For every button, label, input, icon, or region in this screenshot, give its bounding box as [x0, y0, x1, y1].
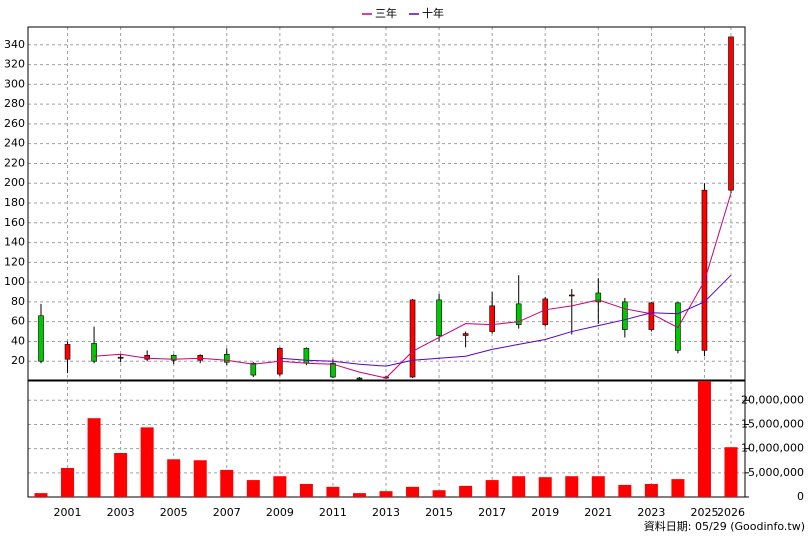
y2-tick-label: 15,000,000: [741, 417, 804, 430]
x-tick-label: 2015: [425, 506, 453, 519]
volume-bar: [485, 480, 499, 497]
x-tick-label: 2003: [107, 506, 135, 519]
candle-body: [728, 36, 734, 191]
volume-bar: [379, 491, 393, 497]
x-tick-label: 2019: [531, 506, 559, 519]
candle-body: [489, 305, 495, 332]
candle-body: [409, 299, 416, 378]
volume-bar: [114, 453, 128, 497]
candle-body: [38, 315, 44, 362]
volume-bar: [406, 486, 420, 497]
price-frame: [27, 26, 746, 382]
volume-bar: [193, 460, 207, 497]
y2-tick-label: 20,000,000: [741, 393, 804, 406]
candle-body: [144, 354, 150, 360]
x-tick-label: 2013: [372, 506, 400, 519]
volume-bar: [697, 380, 711, 497]
y-tick-label: 80: [11, 295, 25, 308]
candle-body: [436, 299, 442, 336]
y-tick-label: 40: [11, 334, 25, 347]
volume-bar: [246, 480, 260, 497]
candle-body: [117, 356, 124, 359]
volume-bar: [352, 493, 366, 497]
candle-body: [542, 298, 549, 325]
x-tick-label: 2023: [637, 506, 665, 519]
y-tick-label: 200: [4, 176, 25, 189]
y-tick-label: 240: [4, 137, 25, 150]
volume-bar: [167, 459, 181, 497]
legend-label: 三年: [375, 6, 397, 20]
legend-label: 十年: [422, 6, 444, 20]
y-tick-label: 260: [4, 117, 25, 130]
candle-body: [250, 362, 257, 376]
candle-body: [462, 333, 469, 336]
footer: 資料日期: 05/29 (Goodinfo.tw): [644, 519, 805, 533]
volume-bar: [724, 447, 738, 497]
candle-body: [170, 354, 177, 361]
volume-bar: [299, 483, 313, 497]
y-tick-label: 180: [4, 196, 25, 209]
y2-tick-label: 5,000,000: [748, 466, 804, 479]
ma-line: [94, 192, 732, 379]
x-tick-label: 2011: [319, 506, 347, 519]
ma-line: [279, 274, 732, 367]
x-tick-label: 2025: [690, 506, 718, 519]
candle-body: [330, 362, 336, 378]
candle-body: [356, 377, 363, 380]
volume-bar: [644, 483, 658, 497]
volume-bar: [538, 477, 552, 497]
y-tick-label: 320: [4, 58, 25, 71]
candle-body: [64, 344, 71, 360]
x-tick-label: 2001: [54, 506, 82, 519]
y-tick-label: 140: [4, 236, 25, 249]
volume-bar: [618, 484, 632, 497]
candle-body: [91, 343, 97, 362]
x-tick-label: 2007: [213, 506, 241, 519]
volume-bar: [61, 467, 75, 497]
candle-body: [303, 348, 310, 364]
candle-body: [223, 354, 230, 363]
candle-body: [701, 189, 708, 351]
volume-bar: [591, 476, 605, 497]
x-tick-label: 2009: [266, 506, 294, 519]
y-tick-label: 60: [11, 315, 25, 328]
x-tick-label: 2021: [584, 506, 612, 519]
y-tick-label: 220: [4, 156, 25, 169]
candle-body: [622, 301, 628, 330]
volume-bar: [459, 485, 473, 497]
x-tick-label: 2017: [478, 506, 506, 519]
volume-bar: [326, 486, 340, 497]
volume-bar: [220, 469, 234, 497]
y-tick-label: 100: [4, 275, 25, 288]
y-tick-label: 20: [11, 354, 25, 367]
candle-body: [568, 294, 575, 297]
volume-bar: [140, 427, 154, 497]
x-tick-label: 2026: [717, 506, 745, 519]
y-tick-label: 340: [4, 38, 25, 51]
volume-bar: [565, 476, 579, 497]
y-tick-label: 120: [4, 255, 25, 268]
volume-bar: [34, 493, 48, 497]
x-tick-label: 2005: [160, 506, 188, 519]
y-tick-label: 300: [4, 77, 25, 90]
y-tick-label: 160: [4, 216, 25, 229]
volume-bar: [273, 476, 287, 497]
volume-bar: [512, 476, 526, 497]
y2-tick-label: 10,000,000: [741, 442, 804, 455]
candle-body: [595, 292, 602, 303]
volume-bar: [432, 490, 446, 497]
y2-tick-label: 0: [797, 490, 804, 503]
candle-body: [648, 302, 655, 330]
volume-bar: [87, 418, 101, 497]
candle-body: [515, 303, 522, 325]
y-tick-label: 280: [4, 97, 25, 110]
volume-bar: [671, 479, 685, 497]
